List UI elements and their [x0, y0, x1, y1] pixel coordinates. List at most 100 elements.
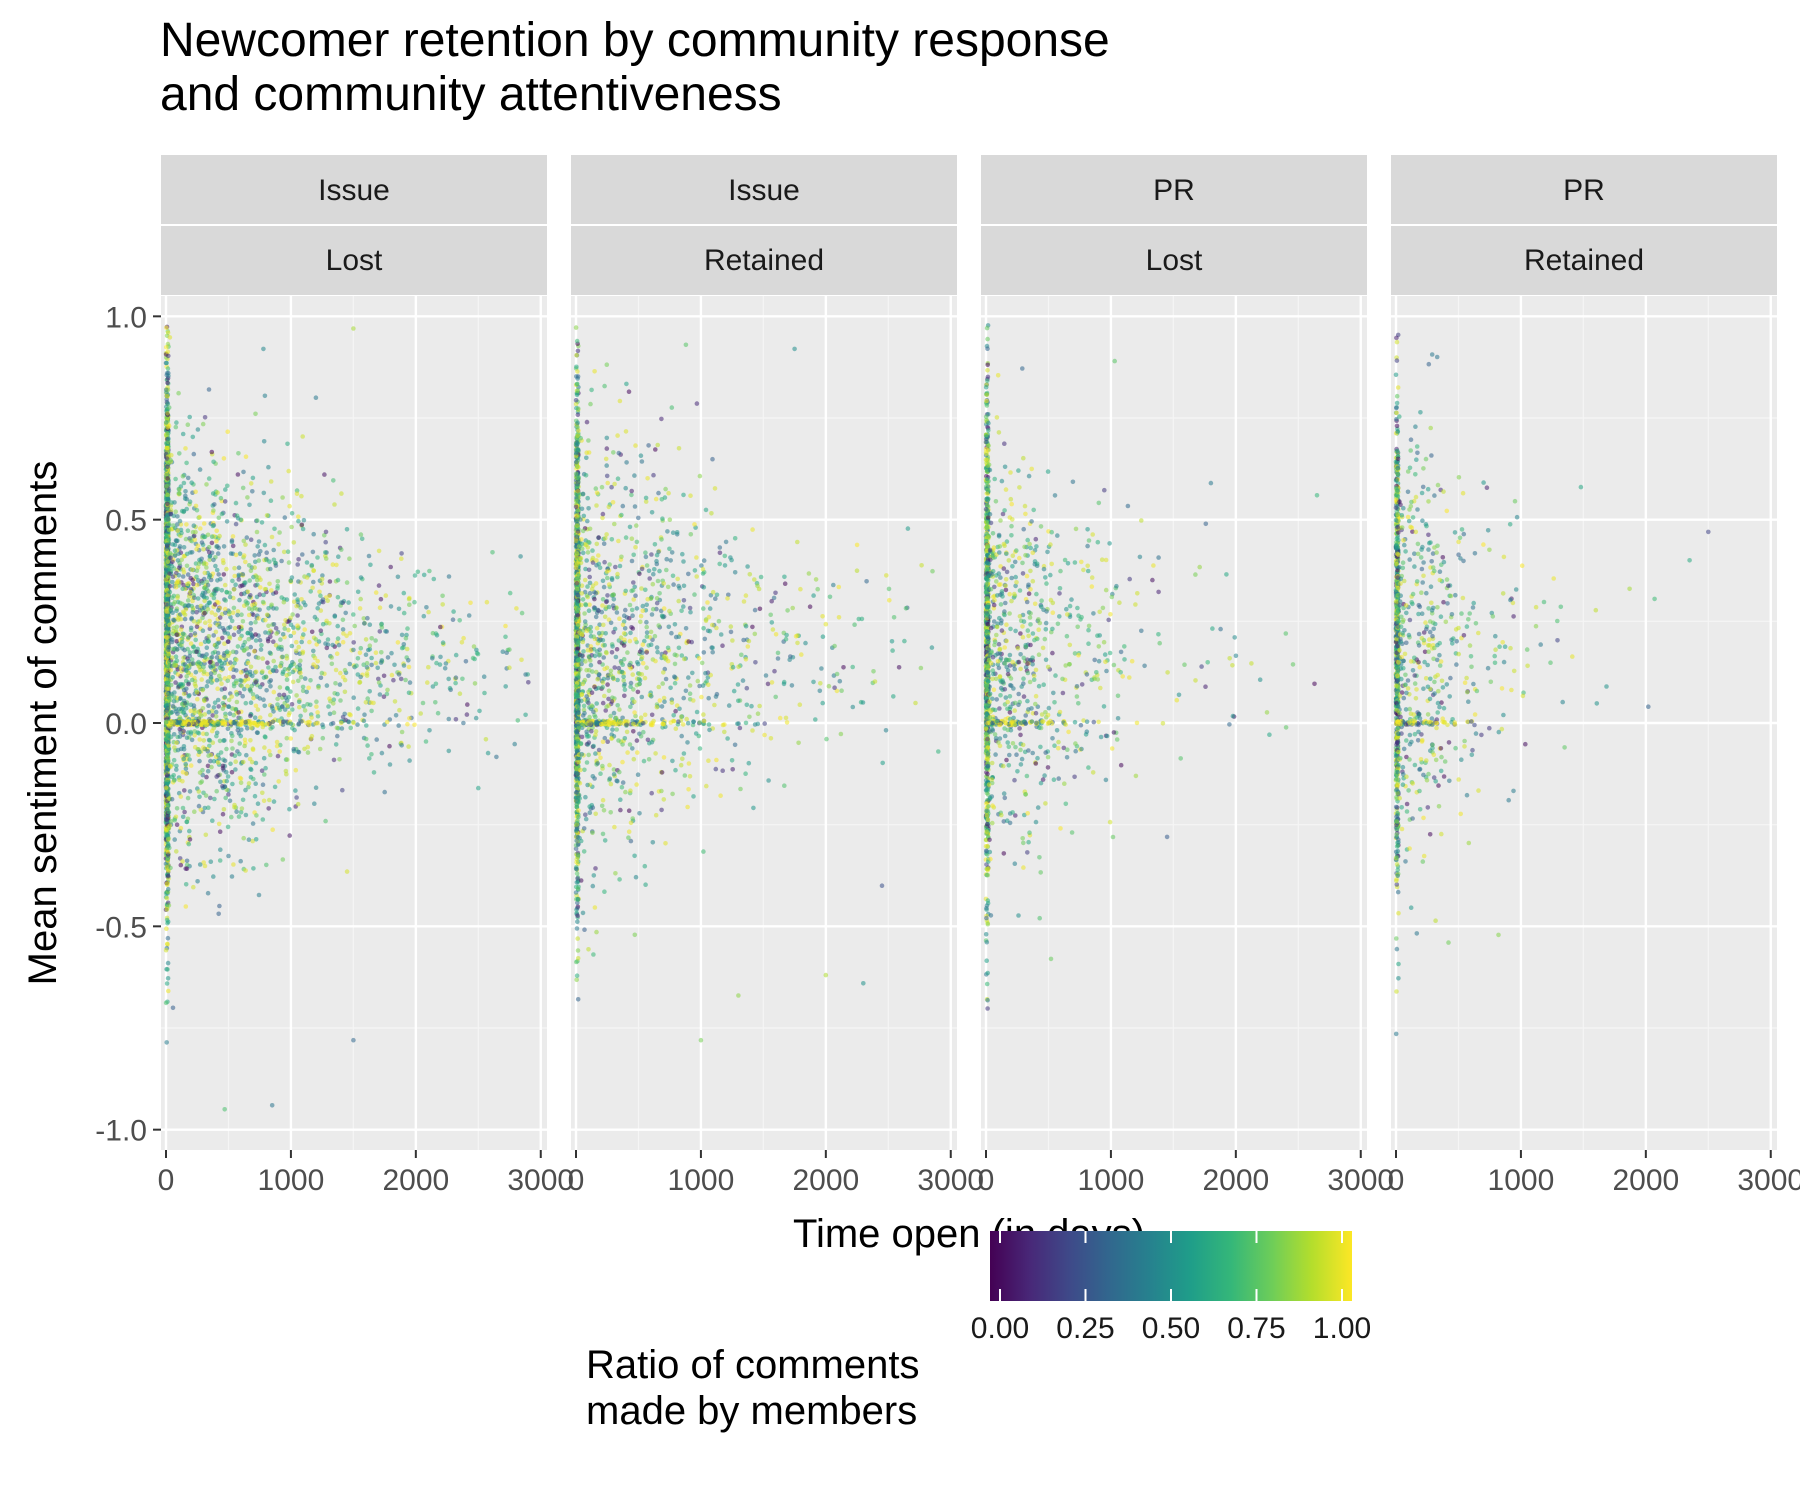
data-point — [328, 721, 334, 727]
data-point — [438, 654, 443, 660]
data-point — [172, 837, 177, 842]
data-point — [246, 636, 251, 642]
data-point — [396, 723, 402, 728]
data-point — [167, 335, 173, 340]
data-point — [262, 703, 268, 709]
data-point — [294, 491, 300, 497]
data-point — [347, 631, 353, 636]
data-point — [483, 737, 489, 742]
data-point — [335, 691, 340, 697]
data-point — [203, 590, 208, 595]
data-point — [192, 537, 198, 543]
data-point — [194, 689, 200, 695]
data-point — [184, 735, 190, 740]
data-point — [208, 577, 214, 583]
data-point — [223, 795, 228, 801]
data-point — [288, 633, 294, 639]
data-point — [393, 713, 399, 718]
data-point — [254, 730, 260, 735]
data-point — [166, 903, 172, 908]
data-point — [447, 685, 453, 691]
data-point — [216, 704, 221, 709]
data-point — [229, 539, 235, 545]
data-point — [364, 723, 369, 728]
data-point — [396, 606, 402, 612]
data-point — [222, 499, 228, 504]
data-point — [433, 681, 439, 687]
data-point — [367, 643, 373, 648]
data-point — [261, 346, 266, 352]
data-point — [265, 660, 270, 665]
data-point — [268, 684, 273, 689]
data-point — [330, 642, 336, 648]
data-point — [168, 682, 174, 688]
data-point — [289, 524, 294, 530]
data-point — [164, 772, 170, 778]
data-point — [211, 508, 216, 513]
data-point — [327, 621, 332, 626]
data-point — [438, 624, 443, 630]
data-point — [351, 326, 356, 331]
data-point — [270, 719, 276, 725]
data-point — [252, 605, 257, 611]
data-point — [267, 581, 272, 587]
data-point — [473, 715, 479, 721]
data-point — [209, 449, 215, 455]
data-point — [165, 841, 171, 846]
data-point — [420, 700, 426, 706]
data-point — [211, 633, 216, 638]
data-point — [170, 675, 175, 680]
data-point — [375, 665, 381, 671]
data-point — [336, 642, 342, 648]
data-point — [221, 544, 227, 549]
data-point — [231, 605, 237, 611]
chart-title: Newcomer retention by community response… — [160, 14, 1110, 122]
data-point — [197, 749, 202, 755]
data-point — [406, 690, 412, 696]
data-point — [181, 709, 187, 715]
data-point — [339, 547, 344, 552]
data-point — [225, 824, 231, 830]
data-point — [215, 578, 220, 583]
data-point — [310, 549, 316, 555]
data-point — [184, 563, 190, 569]
data-point — [412, 573, 418, 578]
data-point — [180, 814, 186, 820]
data-point — [426, 609, 431, 615]
data-point — [227, 798, 233, 804]
data-point — [168, 555, 173, 560]
data-point — [217, 665, 223, 670]
data-point — [344, 869, 350, 874]
data-point — [222, 661, 227, 666]
data-point — [183, 771, 189, 776]
data-point — [340, 617, 346, 623]
data-point — [466, 613, 472, 618]
data-point — [166, 988, 171, 994]
data-point — [284, 757, 290, 762]
data-point — [482, 690, 487, 696]
data-point — [288, 622, 294, 627]
data-point — [440, 602, 446, 607]
data-point — [320, 735, 326, 741]
data-point — [191, 451, 197, 457]
data-point — [407, 602, 412, 607]
data-point — [184, 858, 190, 864]
data-point — [315, 606, 321, 611]
data-point — [323, 529, 329, 535]
data-point — [172, 618, 177, 623]
data-point — [163, 720, 169, 725]
data-point — [381, 673, 387, 679]
data-point — [451, 609, 456, 614]
data-point — [288, 736, 294, 741]
data-point — [243, 812, 249, 818]
data-point — [477, 708, 482, 714]
data-point — [209, 764, 214, 770]
data-point — [225, 483, 230, 489]
data-point — [391, 677, 396, 683]
data-point — [165, 542, 170, 547]
data-point — [165, 705, 170, 711]
data-point — [286, 712, 292, 718]
data-point — [194, 649, 199, 655]
data-point — [164, 609, 169, 614]
